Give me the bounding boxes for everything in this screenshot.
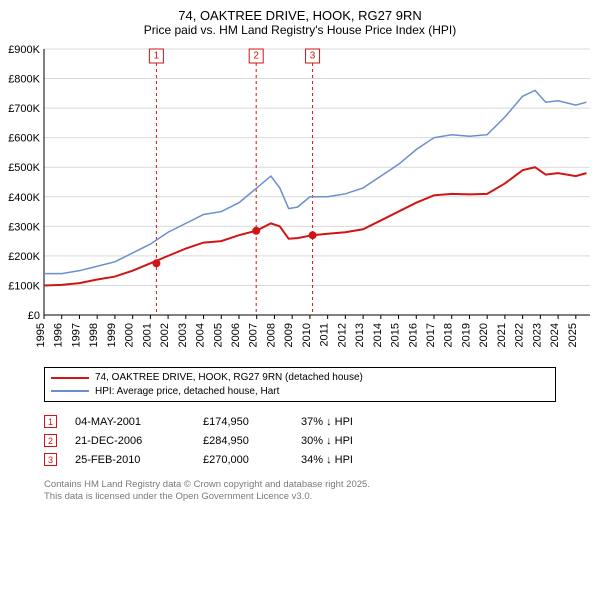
svg-text:£300K: £300K bbox=[8, 221, 40, 233]
svg-text:2005: 2005 bbox=[212, 323, 224, 347]
legend-item: HPI: Average price, detached house, Hart bbox=[51, 385, 549, 399]
svg-text:2: 2 bbox=[253, 51, 259, 62]
svg-text:2018: 2018 bbox=[443, 323, 455, 347]
svg-text:2011: 2011 bbox=[319, 323, 331, 347]
title-line2: Price paid vs. HM Land Registry's House … bbox=[10, 23, 590, 37]
sale-diff: 30% ↓ HPI bbox=[301, 435, 401, 447]
svg-text:£700K: £700K bbox=[8, 103, 40, 115]
svg-text:1998: 1998 bbox=[88, 323, 100, 347]
svg-text:3: 3 bbox=[310, 51, 316, 62]
sale-date: 21-DEC-2006 bbox=[75, 435, 185, 447]
svg-text:2003: 2003 bbox=[177, 323, 189, 347]
svg-text:2019: 2019 bbox=[460, 323, 472, 347]
sale-price: £270,000 bbox=[203, 454, 283, 466]
svg-text:2024: 2024 bbox=[549, 323, 561, 347]
sale-date: 25-FEB-2010 bbox=[75, 454, 185, 466]
sale-row: 1 04-MAY-2001 £174,950 37% ↓ HPI bbox=[44, 412, 556, 431]
svg-text:2010: 2010 bbox=[301, 323, 313, 347]
svg-text:£500K: £500K bbox=[8, 162, 40, 174]
sale-marker-box: 1 bbox=[44, 415, 57, 428]
svg-text:2004: 2004 bbox=[195, 323, 207, 347]
svg-text:2017: 2017 bbox=[425, 323, 437, 347]
svg-text:2016: 2016 bbox=[407, 323, 419, 347]
svg-text:1996: 1996 bbox=[53, 323, 65, 347]
sale-price: £284,950 bbox=[203, 435, 283, 447]
svg-text:2012: 2012 bbox=[336, 323, 348, 347]
svg-text:2000: 2000 bbox=[124, 323, 136, 347]
footer-attribution: Contains HM Land Registry data © Crown c… bbox=[44, 479, 556, 504]
svg-text:£600K: £600K bbox=[8, 133, 40, 145]
svg-text:2008: 2008 bbox=[265, 323, 277, 347]
sale-marker-box: 3 bbox=[44, 453, 57, 466]
svg-text:2020: 2020 bbox=[478, 323, 490, 347]
footer-line1: Contains HM Land Registry data © Crown c… bbox=[44, 479, 556, 491]
svg-text:2002: 2002 bbox=[159, 323, 171, 347]
svg-text:2022: 2022 bbox=[514, 323, 526, 347]
legend-label: 74, OAKTREE DRIVE, HOOK, RG27 9RN (detac… bbox=[95, 371, 363, 385]
svg-text:£900K: £900K bbox=[8, 44, 40, 56]
footer-line2: This data is licensed under the Open Gov… bbox=[44, 491, 556, 503]
svg-text:1: 1 bbox=[154, 51, 160, 62]
svg-text:1999: 1999 bbox=[106, 323, 118, 347]
sale-price: £174,950 bbox=[203, 416, 283, 428]
svg-text:2009: 2009 bbox=[283, 323, 295, 347]
sale-diff: 34% ↓ HPI bbox=[301, 454, 401, 466]
legend-swatch bbox=[51, 377, 89, 379]
legend-label: HPI: Average price, detached house, Hart bbox=[95, 385, 279, 399]
legend-item: 74, OAKTREE DRIVE, HOOK, RG27 9RN (detac… bbox=[51, 371, 549, 385]
svg-text:2013: 2013 bbox=[354, 323, 366, 347]
svg-text:£200K: £200K bbox=[8, 251, 40, 263]
legend: 74, OAKTREE DRIVE, HOOK, RG27 9RN (detac… bbox=[44, 367, 556, 402]
svg-text:2006: 2006 bbox=[230, 323, 242, 347]
title-line1: 74, OAKTREE DRIVE, HOOK, RG27 9RN bbox=[10, 8, 590, 23]
svg-text:1997: 1997 bbox=[70, 323, 82, 347]
svg-text:2021: 2021 bbox=[496, 323, 508, 347]
svg-text:£400K: £400K bbox=[8, 192, 40, 204]
svg-text:2025: 2025 bbox=[567, 323, 579, 347]
svg-text:1995: 1995 bbox=[35, 323, 47, 347]
chart-titles: 74, OAKTREE DRIVE, HOOK, RG27 9RN Price … bbox=[0, 0, 600, 43]
sale-diff: 37% ↓ HPI bbox=[301, 416, 401, 428]
svg-text:£100K: £100K bbox=[8, 280, 40, 292]
sale-marker-box: 2 bbox=[44, 434, 57, 447]
svg-text:2023: 2023 bbox=[531, 323, 543, 347]
svg-text:2007: 2007 bbox=[248, 323, 260, 347]
svg-text:2001: 2001 bbox=[141, 323, 153, 347]
chart-area: £0 £100K £200K £300K £400K £500K £600K £700K £80… bbox=[0, 43, 600, 363]
sale-row: 2 21-DEC-2006 £284,950 30% ↓ HPI bbox=[44, 431, 556, 450]
svg-text:£800K: £800K bbox=[8, 74, 40, 86]
legend-swatch bbox=[51, 390, 89, 392]
sale-date: 04-MAY-2001 bbox=[75, 416, 185, 428]
svg-text:2014: 2014 bbox=[372, 323, 384, 347]
line-chart: £0 £100K £200K £300K £400K £500K £600K £700K £80… bbox=[0, 43, 600, 363]
svg-text:£0: £0 bbox=[28, 310, 40, 322]
sales-table: 1 04-MAY-2001 £174,950 37% ↓ HPI 2 21-DEC-200… bbox=[44, 412, 556, 469]
sale-row: 3 25-FEB-2010 £270,000 34% ↓ HPI bbox=[44, 450, 556, 469]
svg-text:2015: 2015 bbox=[390, 323, 402, 347]
